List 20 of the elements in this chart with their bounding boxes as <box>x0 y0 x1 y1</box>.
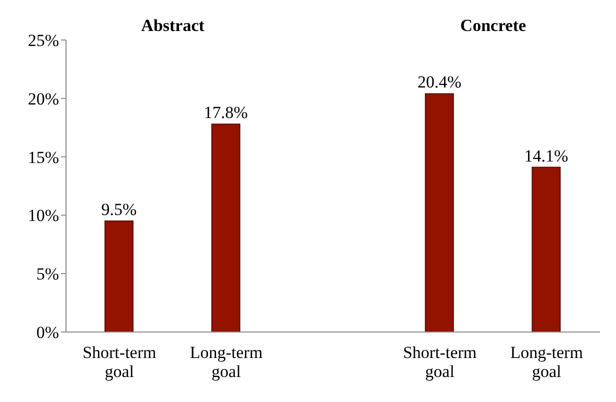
x-tick-label: Long-term goal <box>510 343 583 381</box>
x-tick-label: Short-term goal <box>82 343 156 381</box>
text: Abstract <box>141 16 204 36</box>
bar <box>424 93 454 332</box>
y-tick-label: 25% <box>28 31 59 50</box>
text: Concrete <box>460 16 526 36</box>
bar <box>211 124 240 332</box>
y-tick-label: 0% <box>36 323 59 342</box>
data-label: 20.4% <box>417 72 462 92</box>
y-tick-label: 10% <box>28 206 59 226</box>
x-tick-label: Long-term goal <box>190 343 263 381</box>
x-tick-label: Short-term goal <box>402 343 477 381</box>
y-tick-label: 20% <box>28 89 59 108</box>
y-tick-label: 5% <box>36 264 59 284</box>
y-tick-label: 15% <box>28 148 59 167</box>
data-label: 9.5% <box>101 200 137 220</box>
bar <box>104 220 134 332</box>
bar <box>532 166 561 332</box>
data-label: 14.1% <box>524 146 568 166</box>
data-label: 17.8% <box>204 103 248 122</box>
